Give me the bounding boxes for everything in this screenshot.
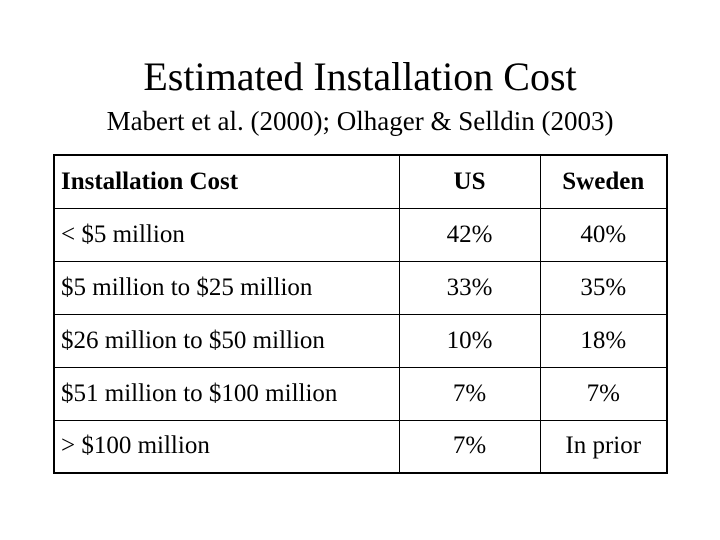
slide-title: Estimated Installation Cost <box>143 54 577 99</box>
cost-range-cell: $51 million to $100 million <box>53 366 400 421</box>
slide-subtitle: Mabert et al. (2000); Olhager & Selldin … <box>106 106 614 136</box>
sweden-value-cell: 40% <box>539 207 668 262</box>
table-row: $51 million to $100 million 7% 7% <box>53 366 668 421</box>
table-row: > $100 million 7% In prior <box>53 419 668 474</box>
header-sweden: Sweden <box>539 154 668 209</box>
cost-range-cell: < $5 million <box>53 207 400 262</box>
table-header-row: Installation Cost US Sweden <box>53 154 668 209</box>
cost-range-cell: $5 million to $25 million <box>53 260 400 315</box>
us-value-cell: 33% <box>398 260 541 315</box>
table-row: $26 million to $50 million 10% 18% <box>53 313 668 368</box>
us-value-cell: 7% <box>398 419 541 474</box>
table-row: $5 million to $25 million 33% 35% <box>53 260 668 315</box>
sweden-value-cell: 18% <box>539 313 668 368</box>
header-us: US <box>398 154 541 209</box>
cost-range-cell: > $100 million <box>53 419 400 474</box>
header-installation-cost: Installation Cost <box>53 154 400 209</box>
sweden-value-cell: 7% <box>539 366 668 421</box>
installation-cost-table: Installation Cost US Sweden < $5 million… <box>53 154 668 474</box>
cost-range-cell: $26 million to $50 million <box>53 313 400 368</box>
us-value-cell: 42% <box>398 207 541 262</box>
sweden-value-cell: In prior <box>539 419 668 474</box>
us-value-cell: 10% <box>398 313 541 368</box>
us-value-cell: 7% <box>398 366 541 421</box>
sweden-value-cell: 35% <box>539 260 668 315</box>
table-row: < $5 million 42% 40% <box>53 207 668 262</box>
